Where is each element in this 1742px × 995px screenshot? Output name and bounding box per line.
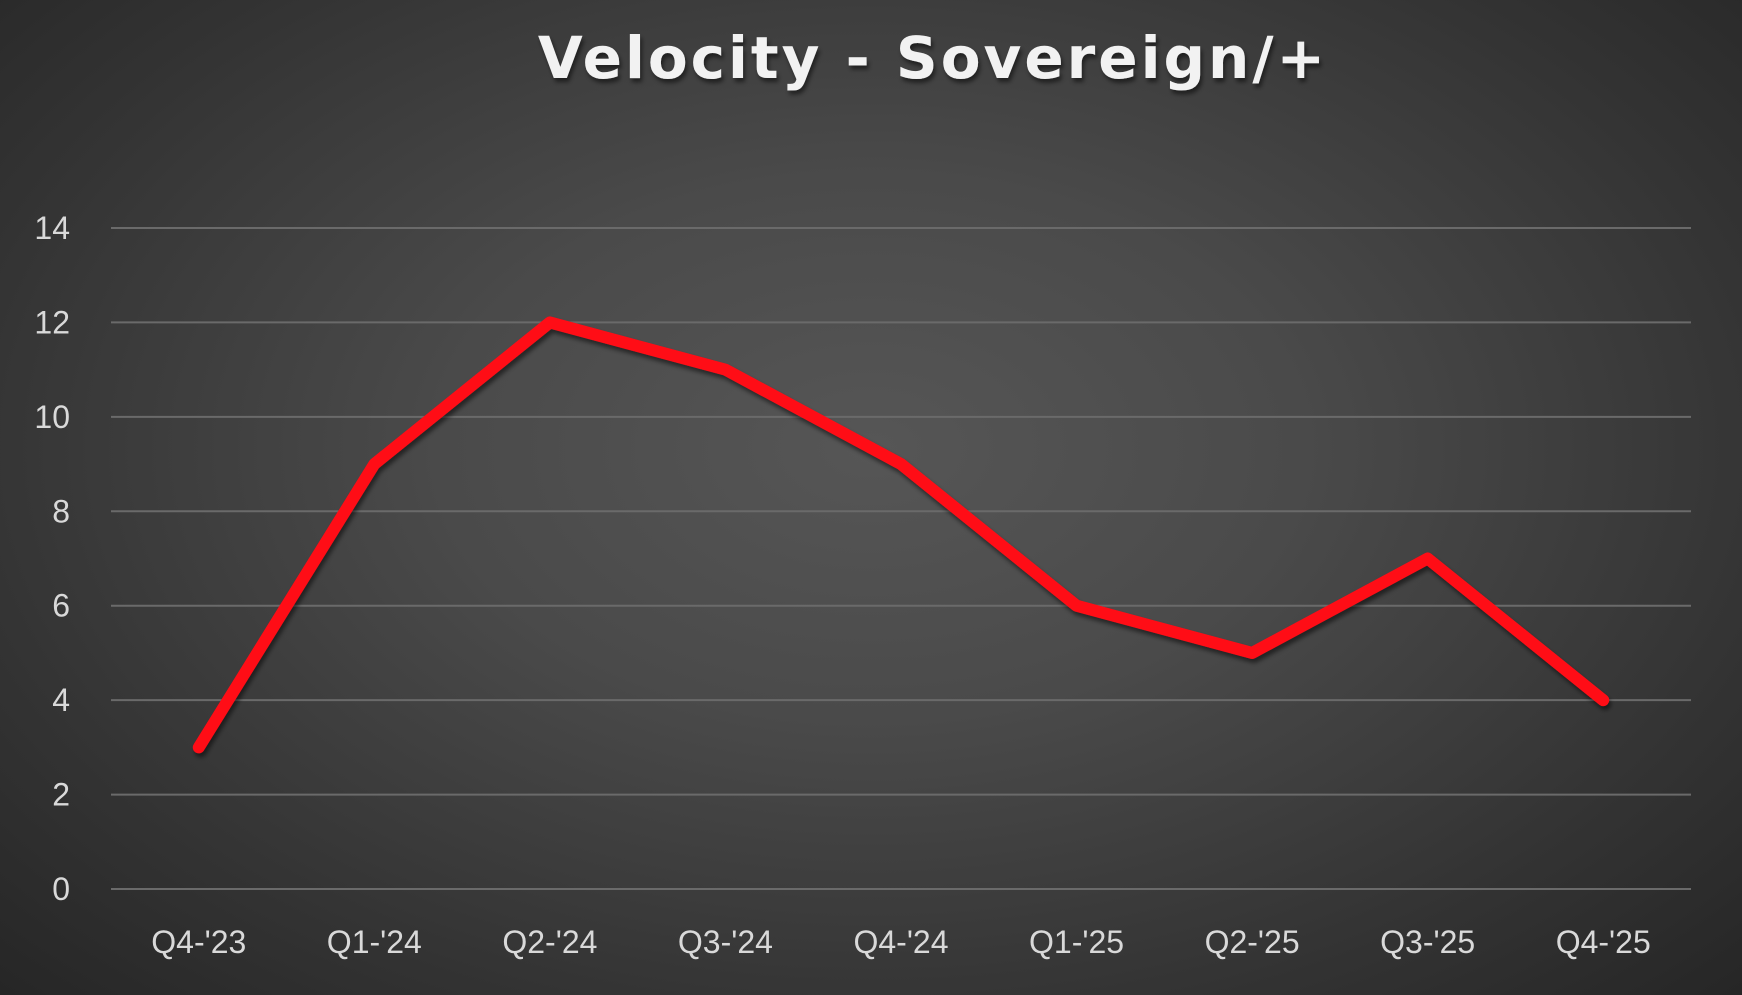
x-tick-label: Q1-'24 (327, 924, 422, 960)
y-tick-label: 14 (34, 210, 70, 246)
x-tick-label: Q4-'23 (151, 924, 246, 960)
chart-title: Velocity - Sovereign/+ (538, 24, 1328, 92)
x-tick-label: Q4-'25 (1556, 924, 1651, 960)
y-tick-label: 12 (34, 304, 70, 340)
y-tick-label: 0 (52, 871, 70, 907)
y-tick-label: 2 (52, 777, 70, 813)
y-tick-label: 8 (52, 493, 70, 529)
y-tick-label: 6 (52, 588, 70, 624)
x-tick-label: Q1-'25 (1029, 924, 1124, 960)
x-tick-label: Q2-'24 (502, 924, 597, 960)
x-tick-label: Q4-'24 (853, 924, 948, 960)
x-tick-label: Q3-'24 (678, 924, 773, 960)
y-tick-label: 4 (52, 682, 70, 718)
x-tick-label: Q2-'25 (1205, 924, 1300, 960)
series-line (192, 316, 1610, 754)
x-tick-label: Q3-'25 (1380, 924, 1475, 960)
y-tick-label: 10 (34, 399, 70, 435)
